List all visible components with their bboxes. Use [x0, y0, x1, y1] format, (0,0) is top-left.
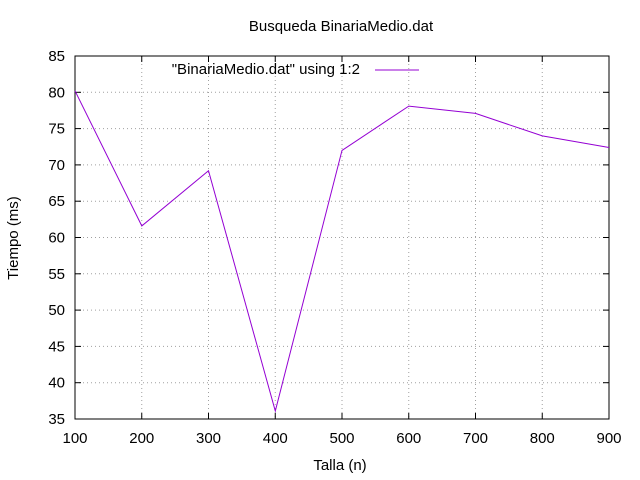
y-tick-label: 80: [48, 84, 65, 101]
y-tick-label: 65: [48, 193, 65, 210]
chart-title: Busqueda BinariaMedio.dat: [249, 18, 434, 35]
series-line: [74, 90, 610, 413]
x-tick-label: 900: [596, 430, 621, 447]
x-tick-label: 200: [129, 430, 154, 447]
y-tick-label: 35: [48, 411, 65, 428]
x-tick-label: 100: [62, 430, 87, 447]
legend: "BinariaMedio.dat" using 1:2: [172, 61, 419, 78]
y-tick-label: 45: [48, 338, 65, 355]
y-tick-label: 40: [48, 375, 65, 392]
x-tick-label: 400: [263, 430, 288, 447]
x-tick-label: 700: [463, 430, 488, 447]
y-tick-label: 60: [48, 230, 65, 247]
x-tick-label: 500: [329, 430, 354, 447]
x-tick-label: 800: [530, 430, 555, 447]
series-group: [74, 90, 610, 413]
y-tick-label: 50: [48, 302, 65, 319]
y-tick-label: 70: [48, 157, 65, 174]
x-tick-label: 600: [396, 430, 421, 447]
y-axis-title: Tiempo (ms): [5, 196, 22, 280]
x-tick-label: 300: [196, 430, 221, 447]
x-axis-title: Talla (n): [313, 457, 366, 474]
y-tick-label: 75: [48, 121, 65, 138]
legend-label: "BinariaMedio.dat" using 1:2: [172, 61, 360, 78]
y-tick-label: 55: [48, 266, 65, 283]
grid: [75, 56, 609, 419]
axis-ticks: 35 40 45 50 55 60 65 70 75 80 85 100 200 300 400 500 600…: [48, 48, 621, 447]
y-tick-label: 85: [48, 48, 65, 65]
